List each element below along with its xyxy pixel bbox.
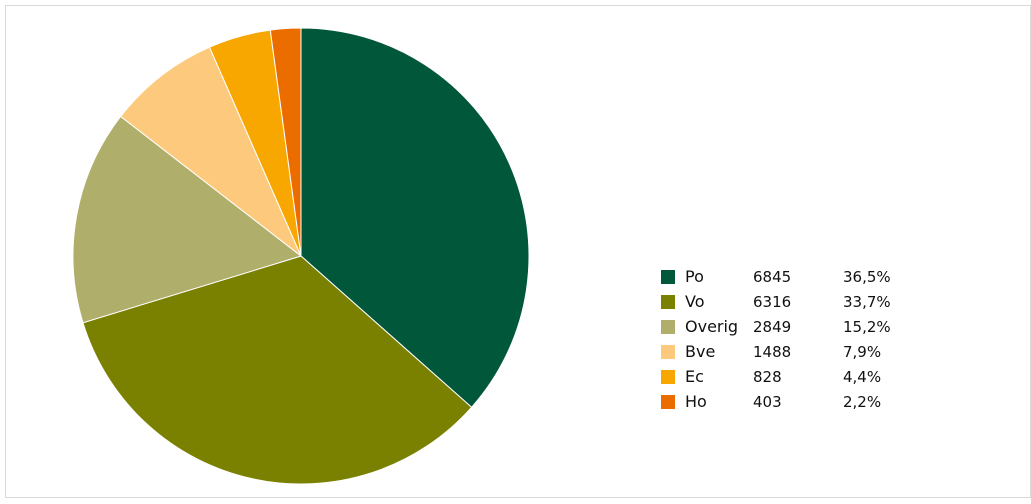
pie-slice-po	[300, 27, 530, 408]
pie-slice-vo	[82, 255, 473, 485]
pie-slice-overig	[72, 115, 303, 324]
pie-slice-bve	[119, 46, 302, 257]
pie-slice-ho	[269, 27, 302, 257]
